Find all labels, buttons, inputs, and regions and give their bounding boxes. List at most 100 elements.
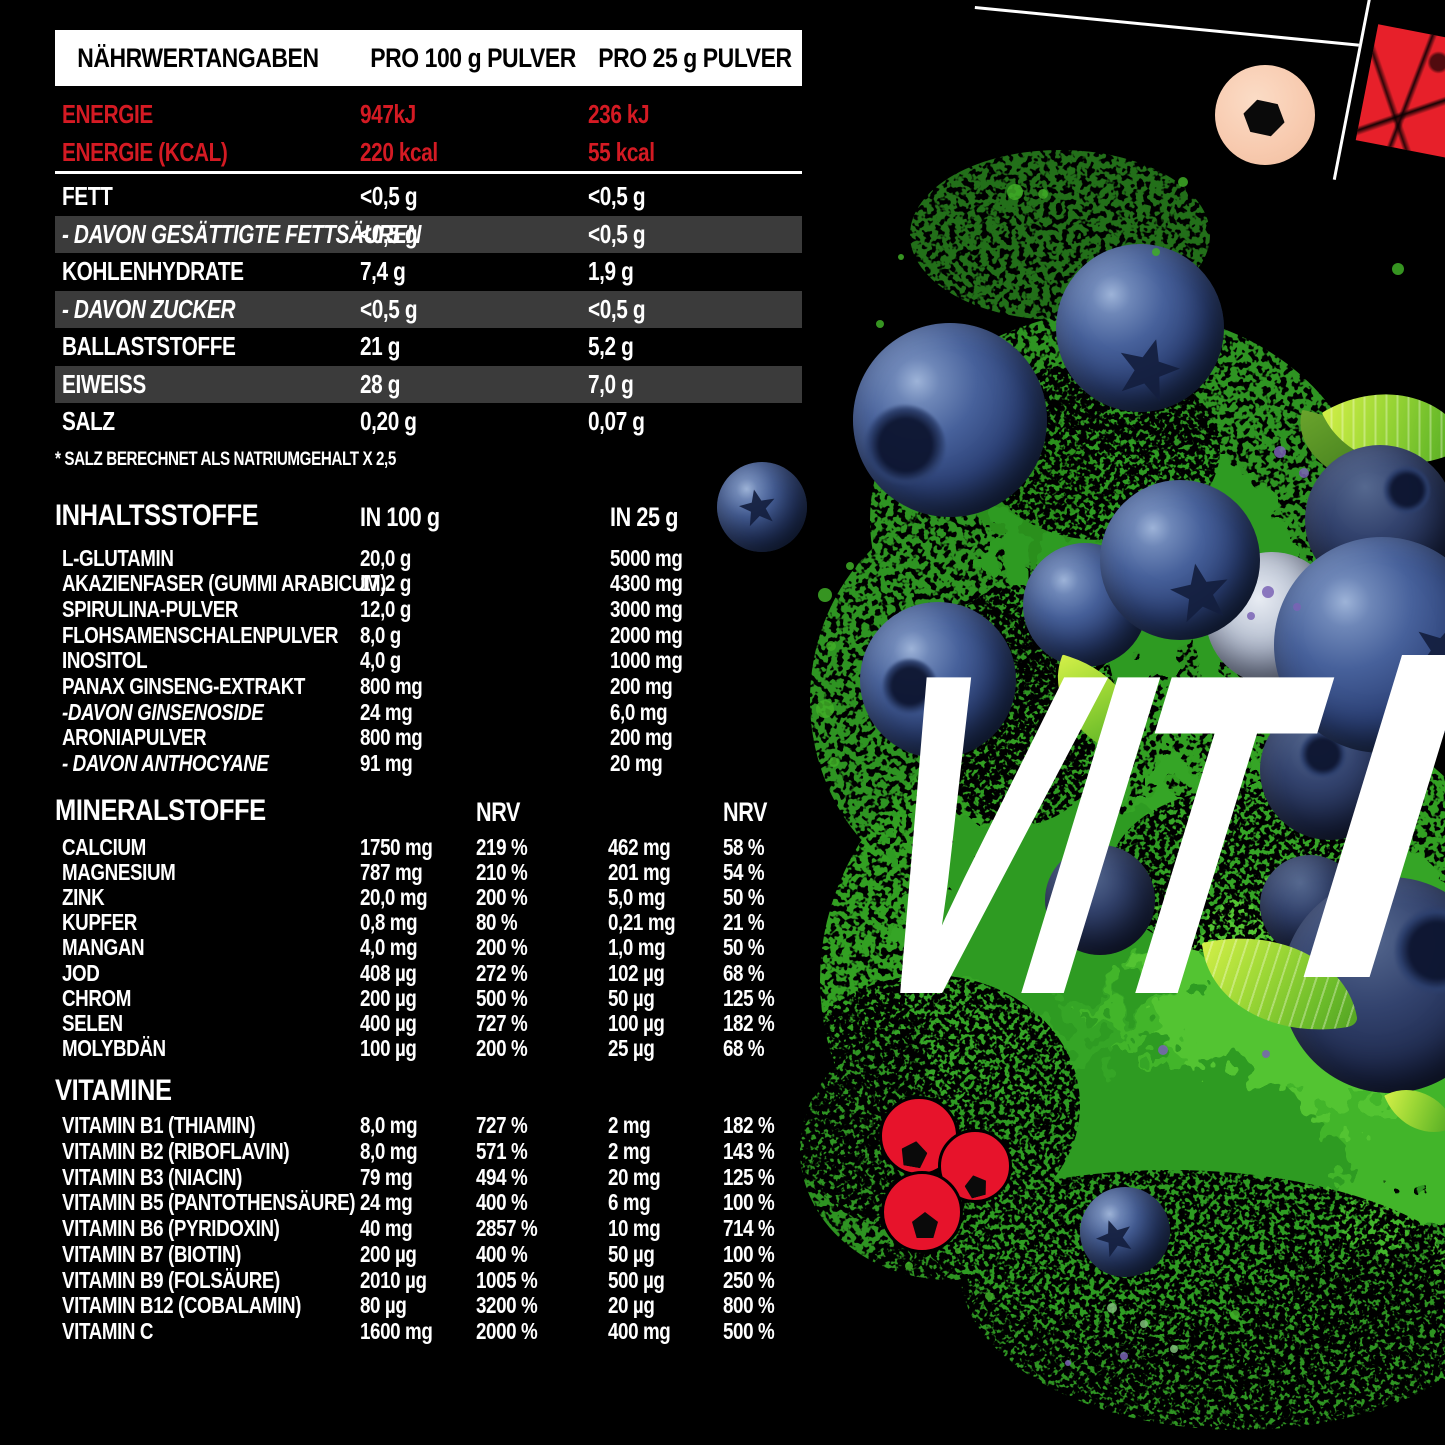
- row-label: VITAMIN C: [62, 1317, 154, 1344]
- value-per-100g: 947kJ: [360, 98, 416, 129]
- splash-dot: [846, 562, 854, 570]
- value-per-100g: 8,0 mg: [360, 1138, 418, 1165]
- splash-dot: [1152, 248, 1160, 256]
- nrv-per-25g: 500 %: [723, 1317, 775, 1344]
- ingredients-col-100g: IN 100 g: [360, 501, 440, 532]
- splash-dot: [985, 1292, 993, 1300]
- col-header-100g: PRO 100 g PULVER: [370, 42, 576, 73]
- mineral-rows: CALCIUM 1750 mg 219 % 462 mg 58 % MAGNES…: [55, 833, 802, 1062]
- value-per-100g: 800 mg: [360, 724, 423, 751]
- value-per-25g: 7,0 g: [588, 368, 634, 399]
- value-per-25g: 5,2 g: [588, 331, 634, 362]
- value-per-100g: 20,0 mg: [360, 884, 428, 911]
- splash-dot: [1392, 263, 1404, 275]
- value-per-100g: <0,5 g: [360, 181, 418, 212]
- value-per-25g: 400 mg: [608, 1317, 671, 1344]
- row-label: ENERGIE (KCAL): [62, 136, 228, 167]
- value-per-100g: 1600 mg: [360, 1317, 433, 1344]
- splash-dot: [1262, 586, 1274, 598]
- blueberry-graphic: [1080, 1187, 1170, 1277]
- berry-hole-icon: [899, 1139, 929, 1169]
- value-per-25g: <0,5 g: [588, 181, 646, 212]
- nrv-per-100g: 2000 %: [476, 1317, 538, 1344]
- berry-calyx: [1109, 331, 1187, 409]
- table-row: VITAMIN B12 (COBALAMIN) 80 µg 3200 % 20 …: [55, 1292, 802, 1318]
- splash-dot: [829, 757, 839, 767]
- vitamins-title: VITAMINE: [55, 1074, 172, 1108]
- splash-dot: [1007, 184, 1023, 200]
- table-row: VITAMIN B7 (BIOTIN) 200 µg 400 % 50 µg 1…: [55, 1241, 802, 1267]
- nrv-per-25g: 714 %: [723, 1215, 775, 1242]
- row-label: INOSITOL: [62, 647, 148, 674]
- nrv-per-100g: 272 %: [476, 959, 528, 986]
- col-header-25g: PRO 25 g PULVER: [598, 42, 792, 73]
- blueberry-graphic: [717, 462, 807, 552]
- berry-hole-icon: [963, 1173, 990, 1200]
- splash-dot: [898, 254, 904, 260]
- table-row: VITAMIN B6 (PYRIDOXIN) 40 mg 2857 % 10 m…: [55, 1215, 802, 1241]
- value-per-25g: 462 mg: [608, 833, 671, 860]
- value-per-25g: 201 mg: [608, 858, 671, 885]
- row-label: VITAMIN B9 (FOLSÄURE): [62, 1266, 280, 1293]
- splash-dot: [816, 700, 834, 718]
- nrv-per-25g: 143 %: [723, 1138, 775, 1165]
- value-per-25g: 4300 mg: [610, 570, 683, 597]
- table-row: ARONIAPULVER 800 mg 200 mg: [55, 724, 802, 750]
- splash-dot: [1230, 1310, 1240, 1320]
- nrv-per-25g: 800 %: [723, 1292, 775, 1319]
- row-label: FETT: [62, 181, 113, 212]
- value-per-100g: 200 µg: [360, 1240, 417, 1267]
- table-row: CALCIUM 1750 mg 219 % 462 mg 58 %: [55, 833, 802, 860]
- nrv-per-25g: 250 %: [723, 1266, 775, 1293]
- value-per-100g: 17,2 g: [360, 570, 411, 597]
- table-row: - DAVON ZUCKER <0,5 g <0,5 g: [55, 290, 802, 328]
- table-row: - DAVON ANTHOCYANE 91 mg 20 mg: [55, 750, 802, 776]
- value-per-25g: 1,0 mg: [608, 934, 666, 961]
- seed-hole-icon: [1240, 95, 1289, 141]
- nrv-per-25g: 21 %: [723, 909, 765, 936]
- row-label: VITAMIN B1 (THIAMIN): [62, 1112, 256, 1139]
- berry-calyx: [864, 404, 947, 486]
- value-per-100g: 787 mg: [360, 858, 423, 885]
- table-row: KUPFER 0,8 mg 80 % 0,21 mg 21 %: [55, 909, 802, 936]
- table-row: MAGNESIUM 787 mg 210 % 201 mg 54 %: [55, 858, 802, 885]
- table-row: AKAZIENFASER (GUMMI ARABICUM) 17,2 g 430…: [55, 570, 802, 596]
- table-row: SALZ 0,20 g 0,07 g: [55, 403, 802, 441]
- nrv-per-25g: 100 %: [723, 1240, 775, 1267]
- value-per-25g: 200 mg: [610, 724, 673, 751]
- splash-dot: [1038, 189, 1048, 199]
- splash-dot: [1178, 177, 1188, 187]
- splash-dot: [826, 641, 836, 651]
- value-per-25g: 0,21 mg: [608, 909, 676, 936]
- splash-dot: [1065, 1360, 1071, 1366]
- row-label: L-GLUTAMIN: [62, 544, 174, 571]
- table-row: INOSITOL 4,0 g 1000 mg: [55, 647, 802, 673]
- value-per-100g: 800 mg: [360, 672, 423, 699]
- value-per-100g: 220 kcal: [360, 136, 438, 167]
- splash-dot: [818, 588, 832, 602]
- table-header: NÄHRWERTANGABEN PRO 100 g PULVER PRO 25 …: [55, 30, 802, 86]
- nrv-per-100g: 200 %: [476, 1035, 528, 1062]
- splash-dot: [1107, 1303, 1117, 1313]
- blueberry-graphic: [1056, 244, 1224, 412]
- table-row: L-GLUTAMIN 20,0 g 5000 mg: [55, 545, 802, 571]
- row-label: SALZ: [62, 406, 115, 437]
- value-per-25g: 3000 mg: [610, 595, 683, 622]
- table-title: NÄHRWERTANGABEN: [77, 42, 319, 73]
- minerals-header: MINERALSTOFFE NRV NRV: [55, 794, 802, 828]
- nrv-per-100g: 727 %: [476, 1010, 528, 1036]
- table-row: FETT <0,5 g <0,5 g: [55, 178, 802, 216]
- nrv-per-100g: 3200 %: [476, 1292, 538, 1319]
- nrv-per-100g: 494 %: [476, 1163, 528, 1190]
- value-per-25g: <0,5 g: [588, 293, 646, 324]
- nrv-per-100g: 727 %: [476, 1112, 528, 1139]
- row-label: FLOHSAMENSCHALENPULVER: [62, 621, 338, 648]
- row-label: SPIRULINA-PULVER: [62, 595, 239, 622]
- table-row: SELEN 400 µg 727 % 100 µg 182 %: [55, 1010, 802, 1036]
- nrv-per-25g: 54 %: [723, 858, 765, 885]
- value-per-100g: 24 mg: [360, 698, 413, 725]
- row-label: ENERGIE: [62, 98, 153, 129]
- berry-hole-icon: [912, 1212, 938, 1238]
